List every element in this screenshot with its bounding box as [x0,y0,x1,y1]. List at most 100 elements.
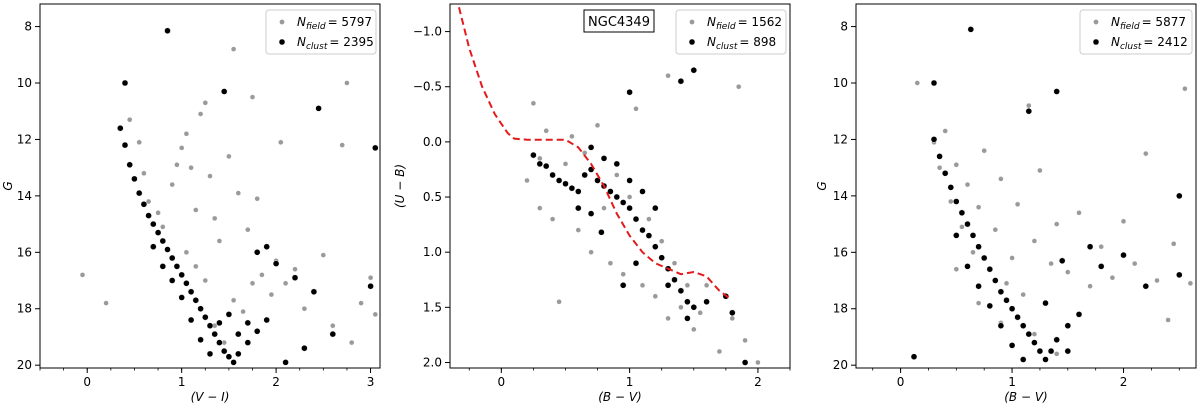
x-ticks-bv-ub: 0 1 2 [468,368,791,389]
field-point [278,139,284,146]
field-point [145,198,152,205]
field-point [646,216,652,222]
cluster-point [986,302,993,310]
cluster-point [562,180,569,188]
field-point [742,337,748,344]
cluster-point [197,305,204,312]
field-point [155,210,161,216]
y-tick-label: 16 [833,245,848,259]
field-point [964,181,971,188]
x-tick-label: 2 [1120,375,1128,389]
x-tick-label: 3 [367,375,375,389]
field-point [226,153,232,160]
legend-cluster-label-bv-g: Nclust = 2412 [1111,35,1188,52]
field-point [367,275,374,281]
cluster-point [220,88,228,95]
cluster-point [1053,88,1060,95]
field-point [1109,275,1116,281]
cluster-point [992,277,999,284]
cluster-point [254,328,261,335]
cluster-point [1031,339,1038,346]
field-point [188,164,194,171]
cluster-point [575,204,582,212]
field-point [626,194,633,200]
cluster-point [671,276,678,283]
field-point [716,348,723,355]
legend-field-marker-bv-g [1093,19,1099,25]
cluster-point [587,210,595,217]
field-point [174,162,180,168]
legend-field-label-bv-g: Nfield = 5877 [1111,15,1186,32]
field-point [684,282,691,288]
cluster-point [235,330,242,338]
cluster-point [632,260,640,267]
y-tick-label: 20 [833,358,848,372]
cluster-point [632,215,640,223]
x-tick-label: 0 [498,375,506,389]
field-point [1170,241,1177,247]
cluster-point [225,353,233,360]
cluster-point [947,184,954,191]
field-point [1020,291,1026,298]
cluster-point [315,105,322,112]
y-ticks-bv-ub: −1.0 −0.5 0.0 0.5 1.0 1.5 2.0 [413,25,450,369]
cluster-point [1086,243,1094,250]
field-point [639,282,646,288]
field-point [193,207,199,213]
x-axis-label-bv-g: (B − V) [1004,390,1048,404]
cluster-point [967,26,974,33]
field-point [659,238,665,244]
cluster-point [1176,271,1183,279]
cluster-point [178,294,185,301]
field-point [671,260,678,266]
field-point [339,142,345,148]
cluster-point [1064,347,1072,355]
cluster-point [997,288,1005,295]
plot-frame-bv-ub [449,3,791,369]
field-point [358,300,364,306]
cluster-point [372,144,379,152]
cluster-point [575,188,582,195]
field-point [530,100,537,107]
legend-cluster-marker-vi-g [278,38,286,46]
cluster-point [981,254,988,262]
cluster-point [192,297,200,304]
x-tick-label: 1 [626,375,634,389]
field-point [1182,85,1188,92]
cluster-point [986,266,993,273]
cluster-point [690,304,697,311]
cluster-point [1003,297,1010,304]
cluster-point [159,237,167,245]
cluster-point [230,359,237,366]
cluster-point [1014,314,1021,321]
cluster-point [729,309,736,316]
legend-box-vi-g [265,9,377,55]
cluster-point [117,124,124,132]
cluster-point [135,189,143,197]
cluster-point [607,188,614,195]
cluster-point [543,162,550,170]
cluster-point [910,353,918,360]
cluster-point [1036,347,1044,355]
legend-field-label-bv-ub: Nfield = 1562 [707,15,782,32]
cluster-point [975,243,982,250]
cluster-point [168,254,176,262]
cluster-point [1008,305,1016,312]
field-point [183,249,190,256]
field-point [1143,150,1149,157]
cluster-point [197,336,204,343]
field-point [1053,221,1060,227]
cluster-point [282,359,289,366]
field-point [197,111,204,117]
legend-field-label-vi-g: Nfield = 5797 [297,15,372,32]
cluster-point [121,141,129,149]
cluster-point [225,311,233,318]
cluster-point [664,282,672,289]
cluster-point [703,298,710,305]
cluster-point [1058,257,1066,264]
cluster-point [930,136,938,143]
cluster-point [367,283,374,290]
field-point [633,106,639,112]
cluster-title-box: NGC4349 [583,9,655,33]
plot-frame-vi-g [39,3,381,369]
